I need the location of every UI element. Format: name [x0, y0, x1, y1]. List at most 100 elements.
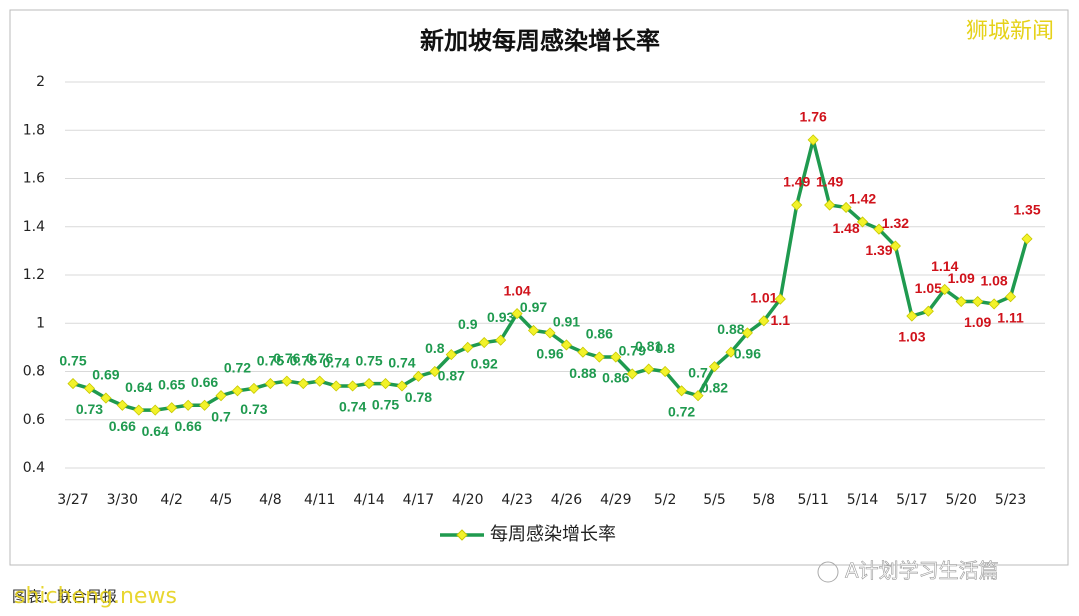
value-label: 0.73 [240, 401, 267, 417]
x-tick-label: 4/5 [210, 492, 233, 508]
y-tick-label: 1.6 [23, 171, 45, 187]
marker [939, 283, 951, 296]
value-label: 1.49 [783, 174, 810, 190]
marker [478, 336, 490, 349]
marker [791, 199, 803, 211]
value-label: 0.78 [405, 389, 432, 405]
x-tick-label: 4/8 [259, 492, 282, 508]
marker [199, 399, 211, 411]
x-tick-label: 3/27 [57, 492, 88, 508]
marker [527, 324, 540, 337]
marker [1004, 291, 1017, 303]
value-label: 0.88 [717, 321, 744, 337]
marker [429, 365, 441, 378]
value-label: 0.8 [655, 340, 675, 356]
value-label: 0.69 [92, 367, 119, 383]
value-label: 1.09 [964, 314, 991, 330]
marker [659, 365, 671, 378]
value-label: 1.35 [1013, 202, 1040, 218]
marker [593, 351, 605, 363]
value-label: 0.73 [76, 401, 103, 417]
x-tick-label: 4/29 [600, 492, 631, 508]
value-label: 0.75 [355, 352, 382, 368]
value-label: 0.97 [520, 299, 547, 315]
value-label: 0.93 [487, 309, 514, 325]
x-tick-label: 4/2 [160, 492, 183, 508]
x-tick-label: 5/2 [654, 492, 677, 508]
marker [511, 308, 523, 320]
y-tick-label: 0.8 [23, 364, 45, 380]
marker [412, 370, 424, 382]
value-label: 1.48 [832, 220, 859, 236]
value-label: 0.91 [553, 314, 580, 330]
value-label: 0.65 [158, 376, 185, 392]
value-label: 1.32 [882, 215, 909, 231]
marker [1021, 233, 1033, 245]
marker [840, 201, 852, 214]
value-label: 1.08 [980, 273, 1007, 289]
marker [922, 305, 934, 317]
value-label: 0.8 [425, 340, 445, 356]
legend-marker [456, 529, 468, 541]
value-label: 0.75 [257, 352, 284, 368]
value-label: 0.86 [586, 326, 613, 342]
marker [281, 375, 293, 387]
x-tick-label: 4/11 [304, 492, 335, 508]
marker [643, 363, 655, 375]
chart-frame [9, 9, 1069, 566]
x-tick-label: 3/30 [107, 492, 138, 508]
marker [166, 402, 178, 414]
marker [67, 377, 79, 390]
x-tick-label: 5/5 [703, 492, 726, 508]
marker [379, 377, 392, 390]
x-tick-label: 5/17 [896, 492, 927, 508]
marker [544, 327, 556, 339]
marker [314, 375, 326, 387]
value-label: 1.09 [948, 270, 975, 286]
x-tick-label: 5/8 [753, 492, 776, 508]
marker [856, 216, 869, 228]
value-label: 0.7 [211, 408, 231, 424]
value-label: 0.75 [59, 352, 86, 368]
value-label: 1.11 [997, 309, 1024, 325]
marker [264, 377, 276, 390]
marker [330, 380, 342, 392]
value-label: 0.75 [290, 352, 317, 368]
marker [462, 341, 474, 353]
marker [347, 380, 359, 392]
wechat-icon [817, 561, 839, 583]
y-tick-label: 2 [36, 74, 45, 90]
legend-label: 每周感染增长率 [490, 524, 616, 545]
marker [873, 223, 885, 235]
marker [83, 382, 96, 394]
marker [774, 293, 786, 305]
watermark: A计划学习生活篇 [845, 559, 999, 583]
x-tick-label: 5/23 [995, 492, 1026, 508]
value-label: 0.96 [734, 346, 761, 362]
value-label: 0.82 [701, 379, 728, 395]
marker [116, 399, 128, 411]
x-tick-label: 4/23 [501, 492, 532, 508]
value-label: 1.05 [915, 280, 942, 296]
value-label: 0.92 [471, 355, 498, 371]
marker [100, 392, 112, 404]
y-tick-label: 0.6 [23, 412, 45, 428]
value-label: 1.03 [898, 329, 925, 345]
marker [445, 349, 457, 361]
marker [215, 390, 227, 402]
marker [692, 390, 704, 402]
source: 图表：联合早报 [12, 588, 117, 606]
value-label: 1.14 [931, 258, 958, 274]
y-tick-label: 1.4 [23, 219, 45, 235]
marker [297, 377, 309, 390]
y-tick-label: 1.2 [23, 267, 45, 283]
value-label: 0.7 [688, 364, 708, 380]
watermark: 狮城新闻 [966, 19, 1054, 44]
marker [560, 339, 573, 351]
marker [248, 382, 260, 394]
marker [495, 334, 507, 346]
x-tick-label: 4/14 [353, 492, 385, 508]
value-label: 0.96 [536, 346, 563, 362]
x-tick-label: 4/20 [452, 492, 483, 508]
